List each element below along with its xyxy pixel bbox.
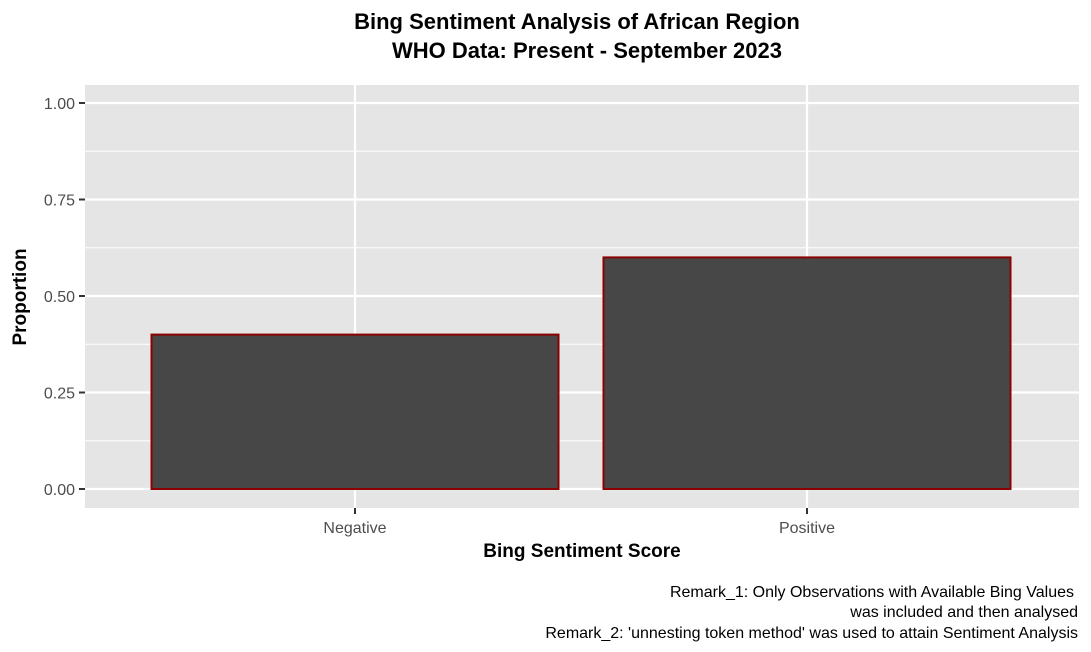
y-axis-title: Proportion <box>10 248 31 345</box>
x-tick-label: Negative <box>323 520 386 537</box>
bar-series <box>150 256 1012 490</box>
chart-title-line-2: WHO Data: Present - September 2023 <box>392 38 782 63</box>
x-tick-label: Positive <box>779 520 835 537</box>
y-tick-label: 0.00 <box>44 482 75 499</box>
x-axis-ticks: Negative Positive <box>323 508 835 537</box>
y-tick-label: 0.25 <box>44 386 75 403</box>
caption-line-1: Remark_1: Only Observations with Availab… <box>670 584 1074 601</box>
y-tick-label: 0.75 <box>44 193 75 210</box>
x-axis-title: Bing Sentiment Score <box>483 541 680 562</box>
caption-line-3: Remark_2: 'unnesting token method' was u… <box>545 625 1078 642</box>
bar-positive <box>602 256 1012 490</box>
y-tick-label: 0.50 <box>44 289 75 306</box>
bar-negative <box>150 333 560 490</box>
chart-title-line-1: Bing Sentiment Analysis of African Regio… <box>354 9 800 34</box>
caption-line-2: was included and then analysed <box>849 604 1078 621</box>
y-tick-label: 1.00 <box>44 96 75 113</box>
y-axis-ticks: 0.00 0.25 0.50 0.75 1.00 <box>44 96 85 499</box>
